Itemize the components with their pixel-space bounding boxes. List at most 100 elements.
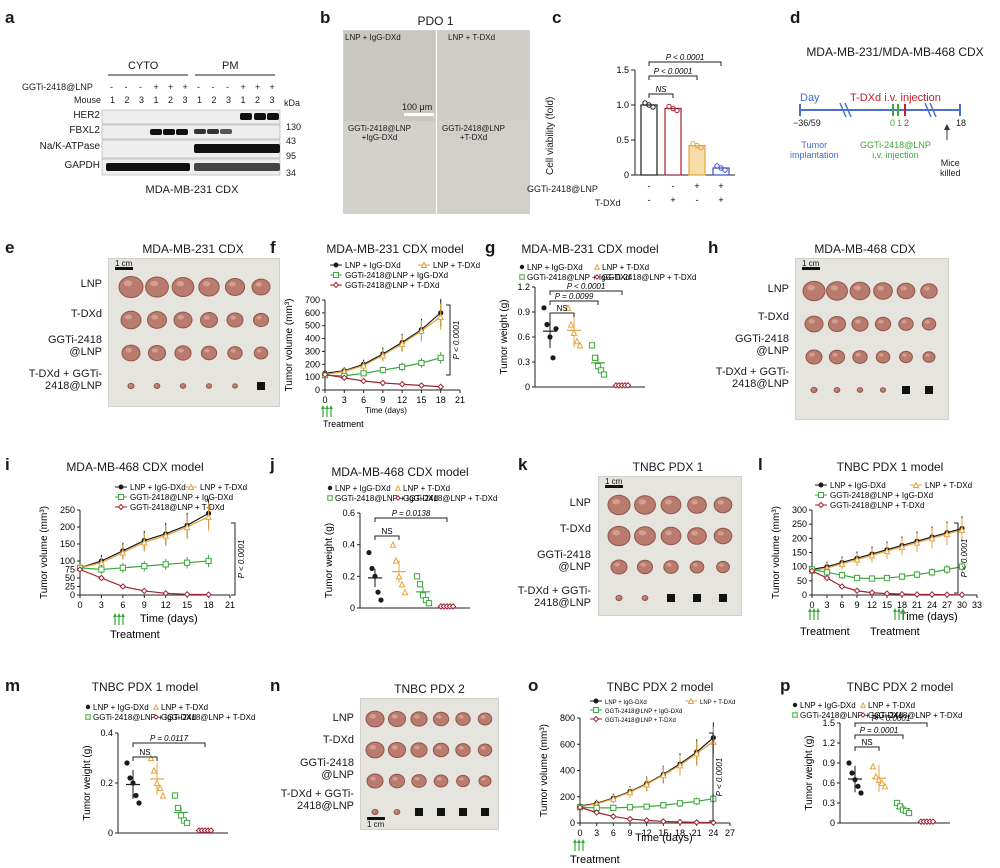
tumor (873, 282, 893, 300)
tumor-highlight (414, 777, 420, 781)
tumor-highlight (480, 715, 486, 719)
y-tick-label: 1.2 (517, 282, 530, 292)
row2-sign: - (648, 195, 651, 205)
p-value: P < 0.0001 (960, 539, 969, 578)
tumor (477, 743, 493, 757)
tumor (713, 527, 733, 545)
treatment-arrow-head (321, 405, 325, 409)
blot-sign: + (153, 82, 159, 92)
pdo-title: PDO 1 (417, 14, 454, 28)
absent-tumor-marker (693, 594, 701, 602)
h-row-1: LNP (767, 283, 789, 295)
tumor-highlight (878, 353, 884, 357)
tumor-highlight (255, 282, 262, 287)
data-marker (928, 569, 936, 576)
x-tick-label: 6 (120, 600, 125, 610)
x-tick-label: 18 (436, 395, 446, 405)
g-ns-bracket (549, 312, 575, 317)
tumor-highlight (129, 384, 132, 386)
data-marker (136, 800, 142, 806)
timeline-d3: 1 (897, 118, 903, 128)
tumor (641, 594, 649, 602)
data-marker (183, 591, 191, 598)
data-marker (332, 281, 340, 289)
legend-label: LNP + IgG-DXd (93, 703, 149, 712)
y-tick-label: 600 (560, 739, 575, 749)
treatment-arrow-head (812, 608, 816, 612)
panel-letter-e: e (5, 238, 15, 257)
data-marker (859, 701, 867, 708)
y-tick-label: 100 (792, 562, 807, 572)
data-marker (156, 784, 164, 792)
blot-mouse-number: 1 (153, 95, 159, 105)
x-tick-label: 21 (692, 828, 702, 838)
data-marker (150, 766, 158, 774)
x-tick-label: 6 (839, 600, 844, 610)
data-marker (846, 760, 852, 766)
tumor (198, 277, 220, 297)
tumor-highlight (855, 319, 861, 324)
y-tick-label: 0 (525, 382, 530, 392)
x-tick-label: 9 (380, 395, 385, 405)
data-marker (413, 573, 421, 580)
tumor (615, 594, 623, 602)
x-tick-label: 0 (322, 395, 327, 405)
data-marker (643, 803, 650, 810)
significance-bracket (446, 304, 451, 376)
k-row-1: LNP (569, 497, 591, 509)
tumor-highlight (436, 777, 442, 781)
legend-label: GGTi-2418@LNP + IgG-DXd (130, 493, 233, 502)
data-marker (693, 819, 700, 826)
y-axis-label: Tumor weight (g) (324, 523, 335, 598)
g-p-value-1-bracket (549, 300, 599, 305)
tumor-highlight (665, 499, 672, 505)
tumor-highlight (925, 353, 930, 357)
tumor-highlight (832, 352, 838, 357)
x-tick-label: 33 (972, 600, 982, 610)
data-marker (118, 484, 124, 490)
legend-label: GGTi-2418@LNP + IgG-DXd (93, 713, 196, 722)
tumor-highlight (229, 281, 236, 287)
data-marker (162, 589, 170, 597)
y-tick-label: 0 (802, 590, 807, 600)
row2-sign: - (696, 195, 699, 205)
x-tick-label: 21 (912, 600, 922, 610)
tumor (856, 387, 864, 393)
data-marker (130, 780, 136, 786)
tumor-highlight (809, 352, 815, 357)
tumor (455, 712, 471, 726)
tumor-highlight (395, 810, 398, 812)
row1-sign: + (718, 181, 723, 191)
tumor (366, 773, 384, 789)
data-marker (593, 698, 599, 704)
y-tick-label: 200 (792, 533, 807, 543)
y-tick-label: 200 (60, 522, 75, 532)
data-marker (392, 556, 400, 564)
panel-letter-c: c (552, 8, 562, 27)
tumor-highlight (414, 745, 420, 750)
x-tick-label: 0 (809, 600, 814, 610)
tumor (716, 560, 730, 574)
treatment-arrow-head (573, 839, 577, 843)
data-marker (119, 564, 126, 571)
e-row-1: LNP (80, 278, 102, 290)
data-point (674, 107, 680, 114)
tumor-highlight (203, 315, 210, 320)
e-tumor-photo: 1 cm (108, 258, 280, 407)
y-tick-label: 0 (624, 170, 629, 180)
tumor (226, 312, 244, 328)
y-tick-label: 0 (570, 818, 575, 828)
ggti-row-label: GGTi-2418@LNP (22, 82, 93, 92)
timeline-ggti-injection: GGTi-2418@LNP i.v. injection (860, 140, 931, 160)
y-tick-label: 1.5 (822, 718, 835, 728)
tumor-highlight (807, 284, 816, 291)
legend-label: LNP + T-DXd (161, 703, 208, 712)
tumor (636, 559, 654, 575)
pdo-label-4: GGTi-2418@LNP +T-DXd (442, 124, 505, 142)
tumor-highlight (481, 777, 486, 781)
mouse-row-label: Mouse (74, 95, 102, 105)
blot-mouse-number: 3 (226, 95, 232, 105)
tumor-highlight (391, 714, 398, 719)
pdo-image-lnp-igg (343, 30, 436, 122)
